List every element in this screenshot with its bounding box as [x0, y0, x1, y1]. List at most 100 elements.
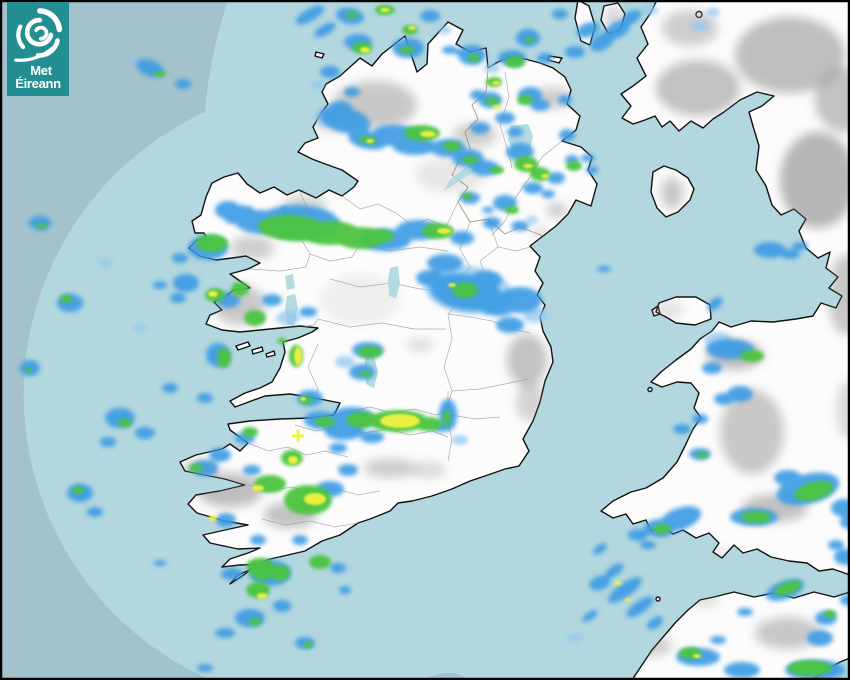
rain-cell [416, 270, 444, 286]
rain-cell [170, 293, 186, 303]
met-eireann-logo: Met Éireann [7, 2, 69, 96]
rain-cell [393, 137, 437, 155]
rain-cell [807, 630, 833, 646]
terrain-relief-blob [406, 338, 434, 352]
terrain-relief-blob [320, 275, 400, 325]
rain-cell [485, 97, 499, 105]
rain-cell [420, 10, 440, 22]
rain-cell [189, 464, 203, 472]
rain-cell [517, 95, 533, 105]
rain-cell [740, 350, 764, 362]
rain-cell [828, 540, 844, 550]
rain-cell [173, 274, 199, 292]
rain-cell [414, 417, 442, 431]
rain-cell [586, 166, 598, 174]
rain-cell [134, 324, 146, 332]
rain-cell [249, 618, 261, 626]
rain-cell [693, 654, 701, 658]
rain-cell [774, 470, 802, 486]
rain-cell [495, 112, 515, 124]
rain-cell [250, 535, 266, 545]
rain-cell [603, 19, 631, 41]
rain-cell [380, 8, 390, 12]
terrain-relief-blob [547, 203, 567, 217]
rain-cell [448, 283, 456, 287]
rain-cell [408, 26, 416, 30]
rain-cell [118, 419, 132, 427]
rain-cell [788, 660, 832, 676]
rain-cell [303, 642, 313, 648]
rain-cell [589, 575, 611, 591]
rain-cell [209, 448, 231, 462]
rain-cell [507, 127, 523, 137]
rain-cell [658, 506, 702, 532]
rain-cell [541, 174, 549, 178]
terrain-relief-blob [507, 334, 547, 386]
rain-cell [208, 291, 218, 297]
rain-cell [724, 662, 760, 678]
rain-cell [215, 201, 241, 219]
rain-cell [511, 221, 529, 231]
terrain-relief-blob [532, 227, 548, 237]
rain-cell [437, 26, 451, 34]
rain-cell [452, 435, 468, 445]
rain-cell [526, 216, 538, 224]
terrain-relief-blob [755, 617, 821, 649]
rain-cell [294, 347, 302, 365]
rain-cell [547, 172, 565, 184]
rain-cell [653, 524, 671, 534]
rain-cell [702, 362, 722, 374]
rain-cell [523, 164, 533, 168]
rain-cell [60, 295, 72, 303]
rain-cell [582, 609, 598, 623]
logo-text-eireann: Éireann [15, 76, 61, 91]
terrain-relief-blob [720, 390, 784, 474]
rain-cell [437, 228, 451, 234]
rain-cell [559, 129, 575, 141]
terrain-relief-blob [836, 380, 850, 440]
rain-cell [100, 437, 116, 447]
rain-cell [470, 271, 502, 289]
rain-cell [197, 393, 213, 403]
rain-cell [346, 12, 358, 18]
ni-border [451, 69, 544, 237]
rain-cell [235, 609, 265, 627]
rain-cell [710, 636, 726, 644]
rain-cell [581, 154, 595, 162]
rain-cell [360, 371, 372, 377]
terrain-relief-blob [364, 458, 416, 478]
rain-cell [707, 297, 723, 311]
rain-cell [691, 21, 709, 31]
rain-cell [249, 560, 275, 580]
rain-cell [647, 616, 663, 630]
rain-cell [366, 229, 394, 243]
rain-cell [741, 511, 771, 523]
lough-mask [285, 274, 295, 290]
rain-cell [295, 5, 325, 25]
rain-cell [840, 515, 850, 529]
rain-cell [380, 414, 420, 428]
rain-cell [292, 535, 308, 545]
rain-cell [172, 253, 188, 263]
rain-cell [243, 465, 261, 475]
rain-cell [792, 242, 808, 250]
rain-cell [565, 46, 585, 58]
rain-cell [154, 560, 166, 566]
rain-cell [470, 90, 486, 100]
rain-cell [484, 63, 500, 73]
rain-cell [483, 217, 501, 229]
rain-cell [514, 156, 538, 172]
rain-cell [262, 294, 282, 306]
rain-cell [706, 8, 720, 16]
rain-cell [311, 81, 325, 89]
rain-cell [221, 568, 243, 580]
terrain-relief-blob [828, 255, 850, 335]
rain-cell [215, 628, 235, 638]
rain-cell [344, 87, 360, 97]
rain-cell [468, 54, 480, 62]
rain-cell [360, 431, 384, 443]
rain-cell [135, 427, 155, 439]
rain-cell [276, 311, 300, 325]
precipitation-layer [20, 5, 850, 680]
